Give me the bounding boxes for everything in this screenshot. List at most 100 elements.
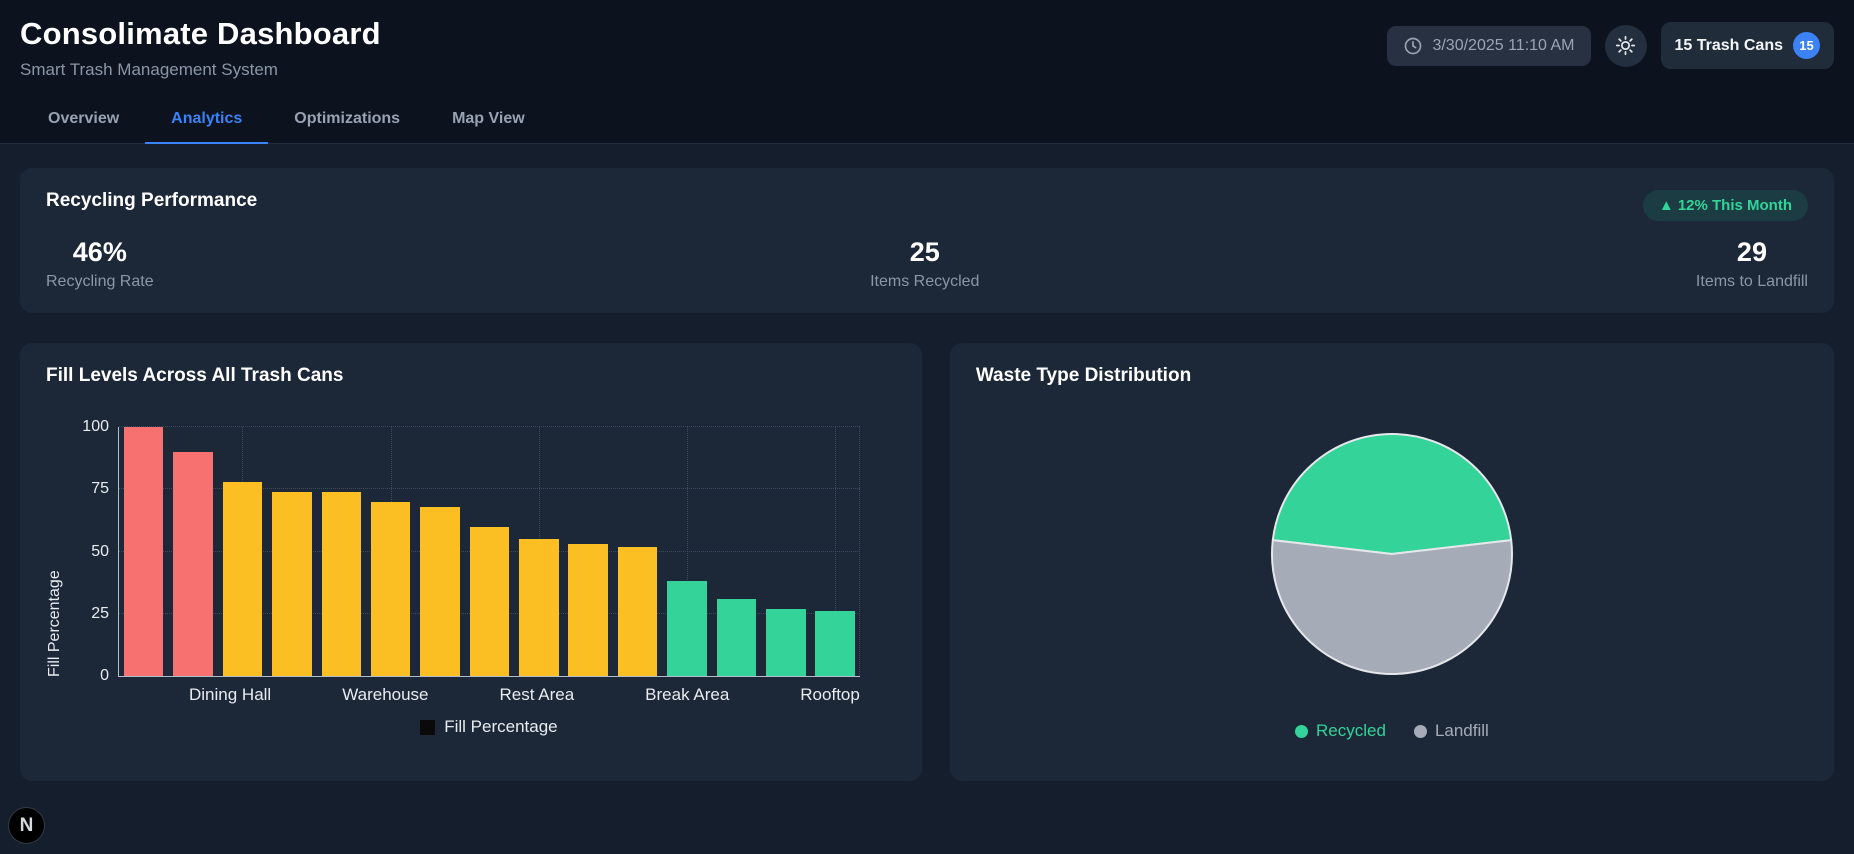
x-axis-tick-label: Dining Hall	[189, 685, 272, 705]
pie-legend-label: Recycled	[1316, 721, 1386, 741]
x-axis-cell: Dining Hall	[189, 685, 271, 705]
legend-dot	[1413, 724, 1427, 738]
bar	[766, 608, 806, 677]
stat-value: 25	[909, 237, 940, 267]
bar-cell	[465, 427, 514, 677]
bar	[568, 544, 608, 677]
pie-legend-item-recycled[interactable]: Recycled	[1295, 721, 1386, 741]
legend-label: Fill Percentage	[444, 717, 558, 737]
stat-label: Recycling Rate	[46, 273, 154, 291]
bar	[617, 546, 658, 677]
gridline-vertical	[858, 427, 860, 677]
bar-series	[119, 427, 860, 677]
waste-distribution-card: Waste Type Distribution Recycled Landfill	[949, 343, 1834, 782]
bar	[667, 581, 707, 677]
x-axis-cell: Rest Area	[500, 685, 575, 705]
bar	[716, 598, 757, 677]
x-axis-tick-label: Rest Area	[499, 685, 575, 705]
trend-badge: ▲ 12% This Month	[1642, 190, 1808, 221]
pie-chart	[1270, 433, 1513, 675]
x-axis-cell	[464, 685, 500, 705]
bar	[123, 427, 164, 677]
trash-cans-summary[interactable]: 15 Trash Cans 15	[1660, 22, 1834, 69]
bar-cell	[662, 427, 711, 677]
bar-cell	[218, 427, 267, 677]
datetime-text: 3/30/2025 11:10 AM	[1432, 36, 1575, 54]
bar-cell	[415, 427, 464, 677]
main-content: Recycling Performance ▲ 12% This Month 4…	[0, 144, 1854, 782]
gridline-vertical	[835, 427, 837, 677]
bar-chart-plot-column: 0 25 50 75 100 Dining Hall Warehouse Rest Area…	[66, 418, 860, 737]
pie-legend-item-landfill[interactable]: Landfill	[1413, 721, 1489, 741]
stat-label: Items Recycled	[870, 273, 980, 291]
x-axis-tick-label: Warehouse	[342, 685, 429, 705]
page-title: Consolimate Dashboard	[20, 16, 381, 51]
x-axis-cell	[307, 685, 343, 705]
fill-levels-card: Fill Levels Across All Trash Cans Fill P…	[20, 343, 922, 782]
bar-chart: Fill Percentage 0 25 50 75 100 Dining Hall Wa…	[46, 418, 896, 737]
stat-value: 46%	[72, 237, 127, 267]
sun-icon	[1615, 35, 1636, 56]
tab-overview[interactable]: Overview	[48, 110, 120, 127]
x-axis-cell	[429, 685, 465, 705]
pie-slice-landfill	[1270, 539, 1513, 675]
stat-value: 29	[1736, 237, 1767, 267]
recycling-card-header: Recycling Performance ▲ 12% This Month	[46, 190, 1808, 221]
x-axis-cell	[118, 685, 154, 705]
bar	[815, 611, 855, 677]
fill-levels-title: Fill Levels Across All Trash Cans	[46, 365, 344, 387]
bar-cell	[267, 427, 316, 677]
x-axis-cell: Rooftop	[800, 685, 860, 705]
x-axis-cell	[765, 685, 801, 705]
title-block: Consolimate Dashboard Smart Trash Manage…	[20, 16, 381, 80]
y-axis-tick: 25	[91, 604, 109, 622]
x-axis-cell: Warehouse	[342, 685, 428, 705]
bar-cell	[810, 427, 859, 677]
x-axis-cell: Break Area	[645, 685, 729, 705]
trash-cans-label: 15 Trash Cans	[1674, 36, 1784, 54]
bar-chart-y-axis-label: Fill Percentage	[46, 570, 63, 678]
bar	[469, 526, 510, 677]
tab-map-view[interactable]: Map View	[452, 110, 525, 127]
x-axis-cell	[154, 685, 190, 705]
trash-cans-count-badge: 15	[1793, 32, 1820, 59]
bar	[519, 539, 559, 677]
bar-cell	[712, 427, 761, 677]
x-axis-cell	[729, 685, 765, 705]
clock-icon	[1403, 36, 1423, 56]
stat-label: Items to Landfill	[1695, 273, 1808, 291]
bar	[272, 491, 312, 677]
x-axis-cell	[271, 685, 307, 705]
tab-analytics[interactable]: Analytics	[145, 96, 269, 144]
bar-cell	[366, 427, 415, 677]
bar-cell	[514, 427, 563, 677]
gridline-horizontal	[119, 488, 860, 490]
theme-toggle-button[interactable]	[1604, 24, 1647, 67]
bar-cell	[564, 427, 613, 677]
x-axis-cell	[610, 685, 646, 705]
bar-cell	[613, 427, 662, 677]
pie-chart-legend: Recycled Landfill	[976, 721, 1808, 741]
bar-chart-legend[interactable]: Fill Percentage	[118, 717, 860, 737]
nextjs-dev-badge[interactable]: N	[8, 807, 45, 844]
y-axis-tick: 50	[91, 542, 109, 560]
x-axis-tick-label: Break Area	[645, 685, 730, 705]
bar-cell	[168, 427, 217, 677]
pie-legend-label: Landfill	[1434, 721, 1489, 741]
page-subtitle: Smart Trash Management System	[20, 60, 278, 79]
gridline-horizontal	[119, 426, 860, 428]
recycling-title: Recycling Performance	[46, 190, 258, 211]
pie-slice-recycled	[1271, 433, 1513, 556]
bar-chart-x-axis: Dining Hall Warehouse Rest Area Break Area R…	[118, 685, 860, 705]
recycling-stats: 46% Recycling Rate 25 Items Recycled 29 …	[46, 237, 1808, 291]
datetime-display: 3/30/2025 11:10 AM	[1387, 25, 1591, 66]
stat-items-recycled: 25 Items Recycled	[870, 237, 979, 291]
charts-row: Fill Levels Across All Trash Cans Fill P…	[20, 343, 1834, 782]
pie-chart-wrap	[976, 429, 1808, 679]
tab-optimizations[interactable]: Optimizations	[294, 110, 401, 127]
bar-cell	[317, 427, 366, 677]
top-section: Consolimate Dashboard Smart Trash Manage…	[0, 0, 1854, 144]
waste-distribution-title: Waste Type Distribution	[975, 365, 1192, 387]
bar	[222, 481, 263, 677]
bar-cell	[761, 427, 810, 677]
